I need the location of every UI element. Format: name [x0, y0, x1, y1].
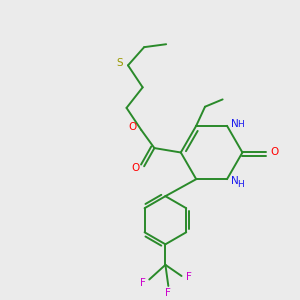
Text: O: O	[132, 163, 140, 173]
Text: F: F	[186, 272, 192, 283]
Text: H: H	[237, 120, 244, 129]
Text: S: S	[116, 58, 122, 68]
Text: N: N	[231, 176, 239, 186]
Text: N: N	[231, 119, 239, 129]
Text: F: F	[165, 288, 171, 298]
Text: F: F	[140, 278, 146, 288]
Text: O: O	[129, 122, 137, 132]
Text: H: H	[237, 180, 244, 189]
Text: O: O	[270, 148, 278, 158]
